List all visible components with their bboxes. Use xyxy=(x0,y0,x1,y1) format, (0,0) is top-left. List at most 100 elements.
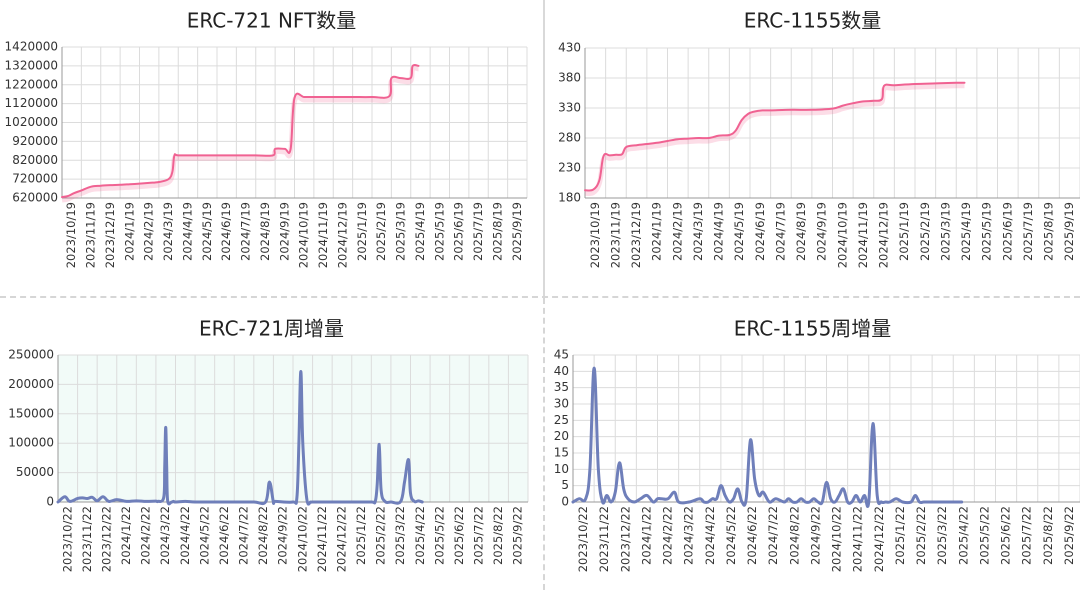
x-tick-label: 2024/5/19 xyxy=(200,202,214,261)
x-tick-label: 2024/1/19 xyxy=(122,202,136,261)
x-tick-label: 2024/1/22 xyxy=(119,506,133,565)
x-tick-label: 2024/6/19 xyxy=(753,202,767,261)
x-tick-label: 2024/6/22 xyxy=(745,506,759,565)
y-tick-label: 25 xyxy=(554,413,569,427)
chart-4: ERC-1155周增量 45 40 35 30 25 20 15 10 5 0 2023/10/22 2… xyxy=(554,317,1080,572)
y-tick-label: 1220000 xyxy=(5,77,58,91)
x-tick-label: 2024/5/22 xyxy=(724,506,738,565)
y-tick-label: 20 xyxy=(554,429,569,443)
y-tick-label: 1020000 xyxy=(5,115,58,129)
x-tick-label: 2025/6/19 xyxy=(452,202,466,261)
x-tick-label: 2024/7/19 xyxy=(773,202,787,261)
y-tick-label: 15 xyxy=(554,446,569,460)
y-tick-label: 1320000 xyxy=(5,58,58,72)
x-tick-label: 2024/12/19 xyxy=(335,202,349,268)
x-tick-label: 2025/3/19 xyxy=(394,202,408,261)
x-tick-label: 2024/6/19 xyxy=(219,202,233,261)
x-tick-label: 2025/4/19 xyxy=(413,202,427,261)
x-tick-label: 2025/4/22 xyxy=(413,506,427,565)
x-tick-label: 2024/4/22 xyxy=(178,506,192,565)
y-tick-label: 50000 xyxy=(16,465,54,479)
vertical-divider xyxy=(543,0,545,296)
x-tick-label: 2023/11/19 xyxy=(84,202,98,268)
x-tick-label: 2025/7/22 xyxy=(1020,506,1034,565)
x-tick-label: 2024/8/22 xyxy=(256,506,270,565)
x-tick-label: 2024/2/22 xyxy=(661,506,675,565)
x-tick-label: 2023/11/22 xyxy=(597,506,611,572)
chart-title: ERC-1155数量 xyxy=(744,9,882,33)
x-tick-label: 2023/11/22 xyxy=(80,506,94,572)
x-tick-label: 2024/12/19 xyxy=(877,202,891,268)
x-tick-label: 2024/11/22 xyxy=(851,506,865,572)
y-tick-label: 1420000 xyxy=(5,40,58,54)
x-tick-label: 2024/9/19 xyxy=(815,202,829,261)
x-tick-label: 2025/8/19 xyxy=(1042,202,1056,261)
x-tick-label: 2023/10/19 xyxy=(588,202,602,268)
x-tick-label: 2024/10/19 xyxy=(835,202,849,268)
y-tick-label: 40 xyxy=(554,364,569,378)
y-tick-label: 35 xyxy=(554,380,569,394)
x-tick-label: 2024/10/19 xyxy=(297,202,311,268)
x-tick-label: 2025/3/22 xyxy=(935,506,949,565)
vertical-dashed-divider xyxy=(543,298,545,590)
x-tick-label: 2024/8/22 xyxy=(787,506,801,565)
x-tick-label: 2025/5/19 xyxy=(432,202,446,261)
chart-2: ERC-1155数量 430 380 330 280 230 180 2023/10/19 20… xyxy=(558,9,1080,268)
x-tick-label: 2024/2/19 xyxy=(670,202,684,261)
x-tick-label: 2024/12/22 xyxy=(334,506,348,572)
x-tick-label: 2025/8/22 xyxy=(1041,506,1055,565)
x-tick-label: 2025/6/22 xyxy=(452,506,466,565)
y-tick-label: 430 xyxy=(558,41,581,55)
x-tick-label: 2023/12/19 xyxy=(103,202,117,268)
y-tick-label: 250000 xyxy=(8,348,54,362)
y-tick-label: 10 xyxy=(554,462,569,476)
x-tick-label: 2023/10/19 xyxy=(64,202,78,268)
series-line xyxy=(584,81,966,192)
y-tick-label: 5 xyxy=(561,478,569,492)
x-tick-label: 2025/2/19 xyxy=(918,202,932,261)
y-tick-label: 100000 xyxy=(8,436,54,450)
x-tick-label: 2024/2/19 xyxy=(142,202,156,261)
x-tick-label: 2024/10/22 xyxy=(295,506,309,572)
y-tick-label: 920000 xyxy=(12,134,58,148)
x-tick-label: 2025/9/22 xyxy=(511,506,525,565)
x-tick-label: 2024/11/22 xyxy=(315,506,329,572)
x-tick-label: 2024/9/19 xyxy=(277,202,291,261)
y-tick-label: 380 xyxy=(558,71,581,85)
x-tick-label: 2023/10/22 xyxy=(576,506,590,572)
x-tick-label: 2025/8/19 xyxy=(490,202,504,261)
x-tick-label: 2024/3/22 xyxy=(682,506,696,565)
x-tick-label: 2025/9/19 xyxy=(510,202,524,261)
series-line xyxy=(61,63,420,199)
x-tick-label: 2024/6/22 xyxy=(217,506,231,565)
x-tick-label: 2025/1/22 xyxy=(893,506,907,565)
y-tick-label: 280 xyxy=(558,131,581,145)
x-tick-label: 2025/5/19 xyxy=(980,202,994,261)
x-tick-label: 2024/7/19 xyxy=(239,202,253,261)
y-tick-label: 720000 xyxy=(12,172,58,186)
x-tick-label: 2024/3/22 xyxy=(158,506,172,565)
y-tick-label: 620000 xyxy=(12,191,58,205)
x-tick-label: 2024/11/19 xyxy=(856,202,870,268)
y-tick-label: 820000 xyxy=(12,153,58,167)
x-tick-label: 2025/4/19 xyxy=(959,202,973,261)
x-tick-label: 2024/9/22 xyxy=(276,506,290,565)
chart-title: ERC-721 NFT数量 xyxy=(187,9,357,33)
x-tick-label: 2024/4/19 xyxy=(712,202,726,261)
x-tick-label: 2025/5/22 xyxy=(977,506,991,565)
x-tick-label: 2024/12/22 xyxy=(872,506,886,572)
y-tick-label: 30 xyxy=(554,397,569,411)
x-tick-label: 2025/9/19 xyxy=(1062,202,1076,261)
x-tick-label: 2025/8/22 xyxy=(491,506,505,565)
x-tick-label: 2025/1/19 xyxy=(897,202,911,261)
x-tick-label: 2024/5/22 xyxy=(197,506,211,565)
y-tick-label: 230 xyxy=(558,161,581,175)
y-tick-label: 150000 xyxy=(8,406,54,420)
x-tick-label: 2023/11/19 xyxy=(608,202,622,268)
x-tick-label: 2024/7/22 xyxy=(237,506,251,565)
chart-title: ERC-721周增量 xyxy=(199,317,344,341)
series-line xyxy=(56,369,424,506)
x-tick-label: 2024/11/19 xyxy=(316,202,330,268)
x-tick-label: 2025/4/22 xyxy=(956,506,970,565)
